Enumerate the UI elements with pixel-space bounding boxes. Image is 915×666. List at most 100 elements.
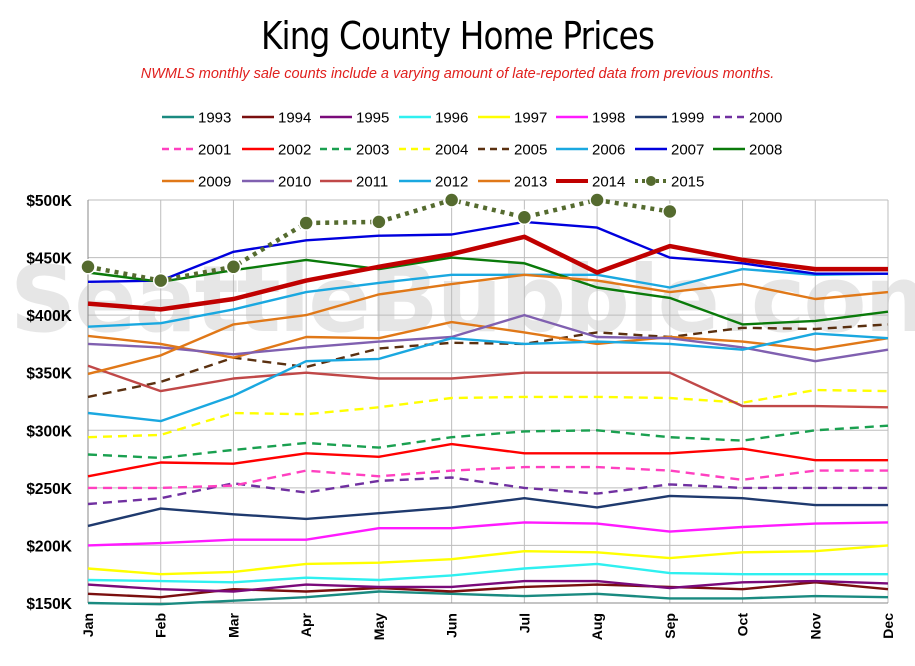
point-2015-Jun: [443, 192, 460, 208]
x-tick-label: Nov: [807, 613, 823, 640]
y-tick-label: $200K: [26, 538, 72, 555]
point-2015-Mar: [225, 259, 242, 275]
series-line-2011: [87, 364, 889, 409]
legend-label: 2007: [671, 142, 704, 159]
legend-label: 2003: [356, 142, 389, 159]
legend-item-2001: 2001: [162, 142, 231, 159]
x-tick-label: Jun: [444, 613, 460, 638]
legend-item-1993: 1993: [162, 110, 231, 127]
x-axis: Jan Feb Mar Apr May Jun Jul Aug Sep Oct Nov Dec: [80, 612, 896, 640]
legend-label: 2009: [198, 174, 231, 191]
legend-item-2003: 2003: [320, 142, 389, 159]
series-line-1996: [87, 562, 888, 584]
x-tick-label: Aug: [589, 613, 605, 640]
legend-label: 2013: [514, 174, 547, 191]
y-axis: $150K $200K $250K $300K $350K $400K $450K $500K: [26, 193, 72, 613]
legend-item-1994: 1994: [242, 110, 311, 127]
legend-label: 2008: [749, 142, 782, 159]
point-2015-Jan: [80, 259, 96, 275]
legend-item-2005: 2005: [478, 142, 547, 159]
series-line-2008: [87, 256, 889, 326]
series-line-1995: [87, 579, 889, 593]
y-tick-label: $150K: [26, 596, 72, 613]
legend-label: 2011: [356, 174, 388, 191]
y-tick-label: $250K: [26, 481, 72, 498]
x-tick-label: Oct: [735, 613, 751, 637]
legend-item-2004: 2004: [399, 142, 468, 159]
series-line-1997: [87, 544, 889, 576]
legend-item-1997: 1997: [478, 110, 547, 127]
x-tick-label: Dec: [880, 613, 896, 639]
y-tick-label: $450K: [26, 251, 72, 268]
legend-label: 1999: [671, 110, 704, 127]
series-line-2007: [87, 220, 888, 283]
legend-item-2014: 2014: [556, 174, 625, 191]
legend-label: 2002: [278, 142, 311, 159]
y-tick-label: $300K: [26, 423, 72, 440]
legend-item-2007: 2007: [635, 142, 704, 159]
legend-label: 1998: [592, 110, 625, 127]
x-tick-label: Jul: [516, 613, 532, 633]
legend-item-2013: 2013: [478, 174, 547, 191]
series-line-2001: [88, 465, 888, 490]
series-line-2004: [87, 388, 889, 439]
legend-label: 1995: [356, 110, 389, 127]
legend-item-2002: 2002: [242, 142, 311, 159]
series-line-2012: [87, 332, 889, 423]
legend-item-2008: 2008: [713, 142, 782, 159]
legend-item-2012: 2012: [399, 174, 468, 191]
point-2015-Feb: [152, 272, 169, 289]
legend-label: 2004: [435, 142, 468, 159]
x-tick-label: Mar: [225, 612, 241, 637]
legend-label: 2001: [198, 142, 231, 159]
legend-item-1995: 1995: [320, 110, 389, 127]
series-line-2014: [87, 234, 888, 312]
legend-marker: [646, 176, 656, 186]
chart-title: King County Home Prices: [260, 14, 655, 58]
y-tick-label: $400K: [26, 308, 72, 325]
series-line-1993: [87, 590, 889, 606]
legend-label: 2010: [278, 174, 311, 191]
legend-label: 2000: [749, 110, 782, 127]
legend-item-1998: 1998: [556, 110, 625, 127]
series-line-1999: [87, 494, 888, 528]
legend-item-1999: 1999: [635, 110, 704, 127]
x-tick-label: Apr: [298, 612, 314, 637]
y-tick-label: $500K: [26, 193, 72, 210]
legend-label: 2014: [592, 174, 625, 191]
legend-label: 1994: [278, 110, 311, 127]
point-2015-Apr: [298, 215, 314, 231]
legend-item-2006: 2006: [556, 142, 625, 159]
point-2015-Jul: [516, 209, 533, 226]
legend-item-1996: 1996: [399, 110, 468, 127]
legend-label: 1996: [435, 110, 468, 127]
legend-item-2009: 2009: [162, 174, 231, 191]
y-tick-label: $350K: [26, 366, 72, 383]
series-line-1998: [87, 521, 889, 547]
point-2015-Aug: [589, 192, 605, 208]
series-line-2005: [87, 323, 889, 399]
legend-item-2011: 2011: [320, 174, 388, 191]
series-line-2006: [87, 267, 889, 328]
point-2015-Sep: [662, 203, 678, 220]
legend-label: 2015: [671, 174, 704, 191]
x-tick-label: Sep: [662, 613, 678, 639]
series-line-2002: [87, 442, 888, 478]
chart-subtitle: NWMLS monthly sale counts include a vary…: [140, 66, 775, 82]
legend-label: 2012: [435, 174, 468, 191]
series-line-2010: [87, 313, 889, 363]
legend-item-2015: 2015: [635, 174, 704, 191]
x-tick-label: Jan: [80, 613, 96, 637]
point-2015-May: [371, 214, 387, 230]
legend-label: 2005: [514, 142, 547, 159]
legend-label: 1997: [514, 110, 547, 127]
legend-item-2000: 2000: [713, 110, 782, 127]
series-line-2015: [87, 197, 671, 283]
legend-item-2010: 2010: [242, 174, 311, 191]
series-line-2013: [87, 273, 889, 376]
legend-label: 1993: [198, 110, 231, 127]
x-tick-label: May: [371, 613, 387, 640]
legend: 1993 1994 1995 1996 1997 1998 1999 2000 2001 2002…: [162, 110, 782, 191]
series-lines: [80, 192, 889, 606]
